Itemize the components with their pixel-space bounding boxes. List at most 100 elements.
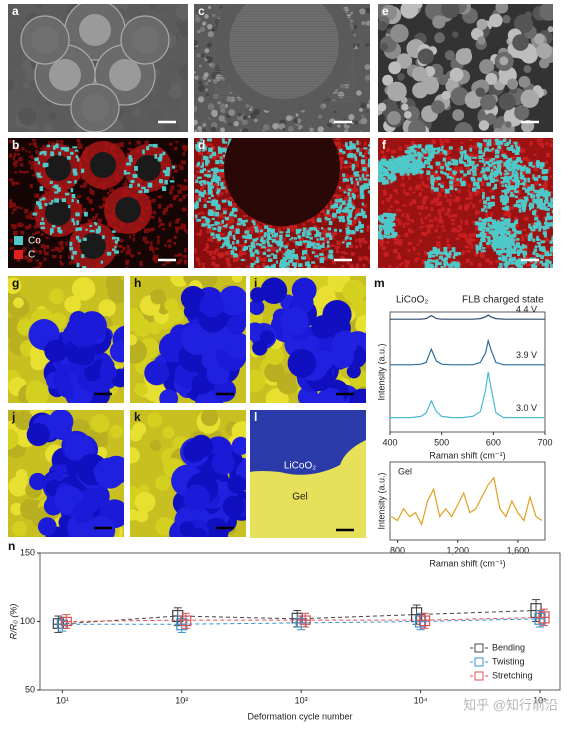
texture [361,154,365,158]
texture [434,152,439,155]
texture [511,171,515,175]
texture [508,238,511,243]
texture [326,240,330,244]
texture [348,245,354,249]
texture [563,259,567,263]
legend-swatch [14,236,23,245]
texture [388,61,402,75]
texture [506,245,511,251]
texture [210,194,214,197]
texture [201,216,207,219]
texture [215,248,219,252]
texture [244,230,250,234]
texture [390,236,394,239]
texture [543,181,548,186]
texture [430,259,436,263]
texture [514,150,520,156]
texture [250,245,255,248]
texture [371,234,376,236]
texture [206,42,212,48]
texture [495,140,500,144]
texture [215,159,220,165]
texture [270,264,275,268]
texture [503,173,508,176]
texture [346,184,349,190]
texture [398,155,402,158]
texture [59,260,63,263]
texture [466,170,471,175]
texture [248,115,251,118]
texture [71,218,75,223]
texture [159,178,163,184]
texture [432,147,436,152]
texture [281,252,284,257]
texture [128,248,132,252]
texture [487,201,493,206]
texture [501,153,506,157]
texture [330,244,336,247]
texture [550,221,553,226]
texture [125,250,131,255]
texture [516,176,519,180]
texture [324,246,328,251]
texture [395,266,399,268]
texture [555,220,559,225]
texture [501,247,504,251]
texture [76,138,81,142]
texture [416,257,420,260]
texture [228,109,236,116]
texture [324,219,328,223]
texture [402,204,407,207]
texture [536,241,541,245]
texture [504,249,509,253]
texture [437,209,441,213]
texture [270,228,275,234]
texture [403,189,406,194]
texture [424,261,429,266]
texture [317,256,320,261]
texture [18,156,23,162]
texture [296,258,299,263]
texture [204,217,208,221]
texture [64,147,69,151]
texture [554,207,558,212]
texture [478,147,482,150]
texture [224,149,228,154]
texture [109,424,123,438]
texture [406,215,410,221]
texture [198,64,202,68]
texture [500,257,505,261]
texture [28,151,31,154]
texture [431,272,436,276]
texture [15,206,20,209]
texture [264,225,269,229]
texture [59,140,64,145]
texture [360,159,366,165]
texture [510,239,514,244]
texture [538,199,543,204]
texture [130,179,135,184]
texture [194,119,198,126]
texture [9,246,14,251]
texture [434,264,438,268]
texture [455,229,461,233]
texture [468,192,473,197]
texture [32,212,38,216]
texture [349,188,355,192]
texture [539,202,542,206]
texture [514,223,519,228]
texture [215,180,220,184]
texture [550,249,553,253]
texture [349,175,355,178]
texture [360,224,364,229]
texture [342,264,345,268]
texture [107,279,124,304]
texture [369,240,370,245]
texture [252,221,256,226]
texture [466,156,472,161]
texture [354,160,360,164]
texture [187,213,188,216]
texture [273,254,278,259]
texture [459,227,463,232]
texture [206,138,212,142]
